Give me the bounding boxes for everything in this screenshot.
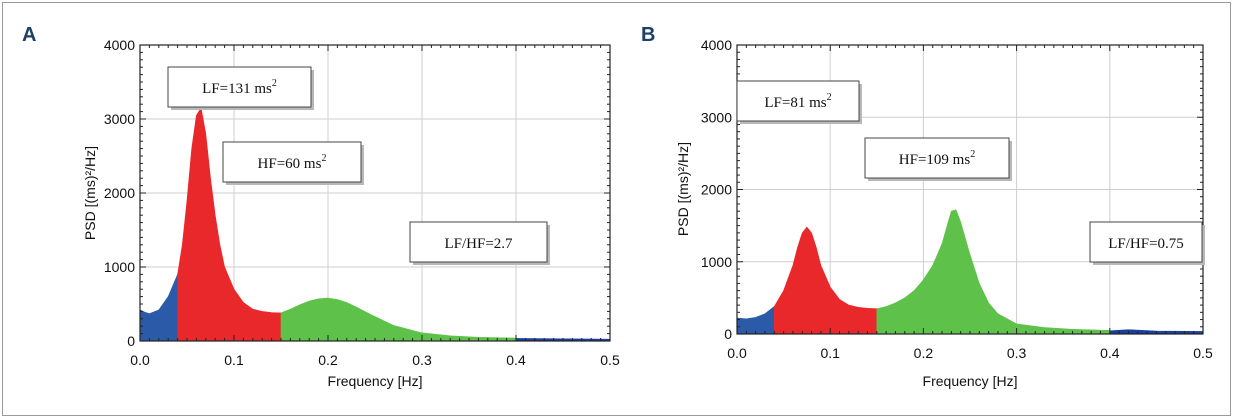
chart-panel-b: 0.0 0.1 0.2 0.3 0.4 0.5 0 1000 2000 3000 4000 Frequ… <box>675 37 1213 389</box>
annotation-border <box>409 221 548 263</box>
x-tick-label: 0.2 <box>318 352 338 368</box>
annotation-text: HF=109 ms2 <box>899 149 975 168</box>
band-area-hf <box>876 209 1111 335</box>
y-tick-label: 1000 <box>104 259 135 275</box>
annotation-border <box>736 80 860 122</box>
annotation-border <box>864 137 1010 179</box>
annotation-text: HF=60 ms2 <box>258 153 327 172</box>
annotation-box: LF/HF=0.75 <box>1089 221 1205 265</box>
y-tick-label: 2000 <box>104 185 135 201</box>
panel-label-a: A <box>22 24 37 46</box>
band-area-lf <box>773 226 878 335</box>
y-tick-label: 2000 <box>701 182 732 198</box>
y-tick-label: 0 <box>724 326 732 342</box>
x-tick-label: 0.5 <box>1193 345 1213 361</box>
y-axis-title: PSD [(ms)²/Hz] <box>675 142 691 236</box>
annotation-text: LF=131 ms2 <box>202 78 277 97</box>
x-axis-title: Frequency [Hz] <box>328 373 423 389</box>
band-area-lf <box>177 107 282 342</box>
band-area-vlf <box>736 305 775 335</box>
x-tick-label: 0.1 <box>820 345 840 361</box>
annotation-box: LF=81 ms2 <box>736 80 862 124</box>
annotation-border <box>167 66 312 108</box>
y-tick-label: 3000 <box>701 109 732 125</box>
y-tick-label: 3000 <box>104 111 135 127</box>
x-tick-label: 0.5 <box>600 352 620 368</box>
band-area-hf <box>280 297 517 342</box>
annotation-box: LF/HF=2.7 <box>409 221 550 265</box>
annotation-border <box>1089 221 1203 263</box>
chart-panel-a: 0.0 0.1 0.2 0.3 0.4 0.5 0 1000 2000 3000 4000 Frequ… <box>82 37 620 389</box>
x-tick-label: 0.4 <box>1100 345 1120 361</box>
x-tick-label: 0.3 <box>1007 345 1027 361</box>
annotation-box: HF=60 ms2 <box>222 141 364 185</box>
x-axis-title: Frequency [Hz] <box>923 373 1018 389</box>
y-tick-label: 0 <box>127 333 135 349</box>
band-area-vlf <box>139 274 178 342</box>
x-tick-label: 0.1 <box>224 352 244 368</box>
x-tick-label: 0.2 <box>914 345 934 361</box>
x-tick-label: 0.4 <box>506 352 526 368</box>
annotation-border <box>222 141 362 183</box>
annotation-box: LF=131 ms2 <box>167 66 314 110</box>
x-tick-label: 0.0 <box>130 352 150 368</box>
annotation-text: LF=81 ms2 <box>764 92 831 111</box>
y-axis-title: PSD [(ms)²/Hz] <box>82 146 98 240</box>
annotation-box: HF=109 ms2 <box>864 137 1012 181</box>
x-tick-label: 0.0 <box>727 345 747 361</box>
panel-label-b: B <box>641 24 656 46</box>
y-tick-label: 4000 <box>104 37 135 53</box>
y-tick-label: 1000 <box>701 254 732 270</box>
x-tick-label: 0.3 <box>412 352 432 368</box>
annotation-text: LF/HF=0.75 <box>1108 236 1184 252</box>
annotation-text: LF/HF=2.7 <box>444 236 513 252</box>
y-tick-label: 4000 <box>701 37 732 53</box>
